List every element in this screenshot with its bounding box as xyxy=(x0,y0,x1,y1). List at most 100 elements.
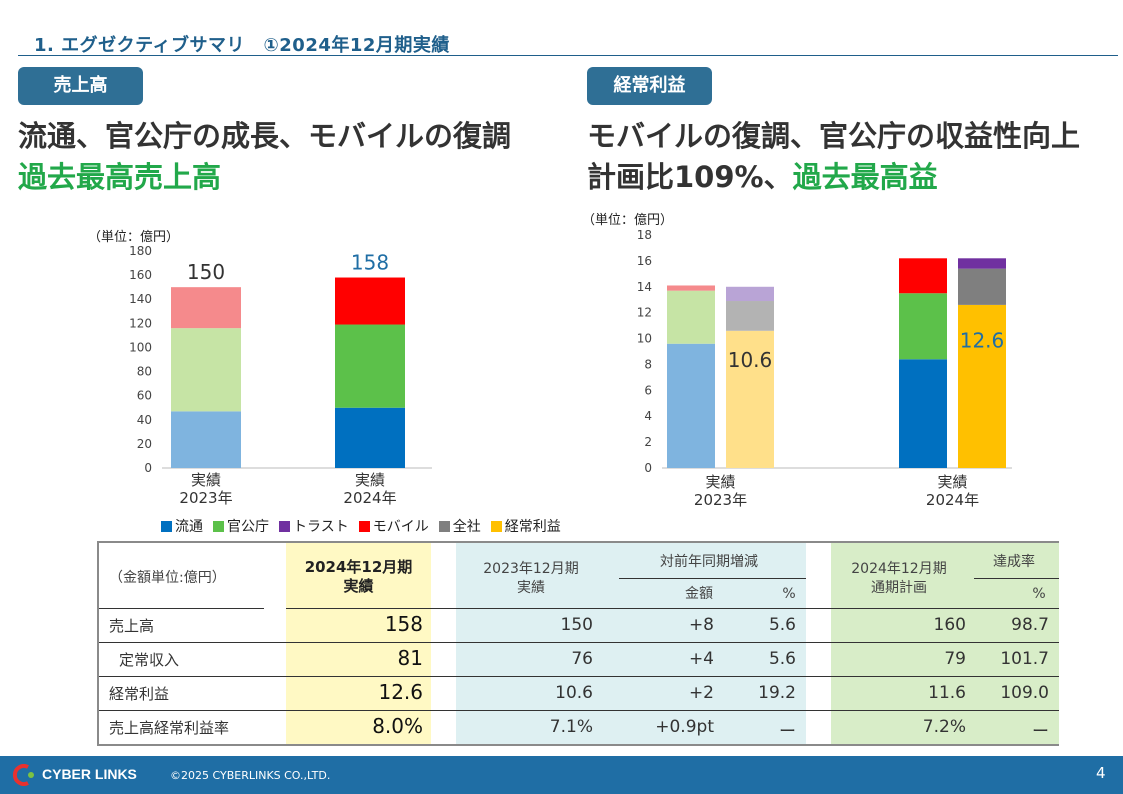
header-plan: 2024年12月期 通期計画 xyxy=(834,560,964,598)
sales-headline-line2: 過去最高売上高 xyxy=(18,160,222,194)
header-yoy-pct: % xyxy=(782,586,796,602)
header-2023-line1: 2023年12月期 xyxy=(483,561,579,577)
total-label: 150 xyxy=(187,260,225,284)
bar-1-1 xyxy=(335,324,405,408)
bar-segment xyxy=(899,293,947,360)
header-yoy-amount: 金額 xyxy=(685,586,713,602)
x-tick-label: 実績 xyxy=(355,471,385,489)
cell-plan: 7.2% xyxy=(922,717,966,737)
y-tick-label: 160 xyxy=(129,268,152,282)
bar-segment xyxy=(958,268,1006,305)
bar-segment xyxy=(958,304,1006,468)
legend-item: 経常利益 xyxy=(490,516,561,536)
header-2024-line1: 2024年12月期 xyxy=(304,558,413,576)
x-tick-label: 2024年 xyxy=(343,489,396,507)
bar-segment xyxy=(726,286,774,302)
y-tick-label: 14 xyxy=(637,280,652,294)
chart-legend: 流通 官公庁 トラスト モバイル 全社 経常利益 xyxy=(161,516,561,536)
y-tick-label: 10 xyxy=(637,332,652,346)
cell-plan: 79 xyxy=(944,649,966,669)
legend-label: モバイル xyxy=(372,519,429,535)
x-tick-label: 実績 xyxy=(191,471,221,489)
cell-yoy-amount: +4 xyxy=(688,649,714,669)
x-tick-label: 2023年 xyxy=(694,491,747,509)
cell-yoy-pct: 5.6 xyxy=(768,649,796,669)
legend-swatch xyxy=(213,520,224,532)
y-tick-label: 0 xyxy=(644,461,652,475)
bar-segment xyxy=(726,301,774,331)
profit-badge: 経常利益 xyxy=(587,67,712,105)
legend-swatch xyxy=(279,520,290,532)
legend-label: 全社 xyxy=(452,519,481,535)
header-2023-line2: 実績 xyxy=(517,580,545,596)
bar-segment xyxy=(667,290,715,344)
page-title: 1. エグゼクティブサマリ ①2024年12月期実績 xyxy=(34,35,450,56)
results-table: （金額単位:億円） 2024年12月期 実績 2023年12月期 実績 対前年同… xyxy=(97,541,1059,746)
x-tick-label: 実績 xyxy=(937,473,967,491)
legend-swatch xyxy=(490,520,502,532)
bar-1-0 xyxy=(171,328,241,412)
y-tick-label: 18 xyxy=(637,228,652,242)
bar-segment xyxy=(726,330,774,468)
legend-label: トラスト xyxy=(293,519,349,535)
cell-plan: 160 xyxy=(933,615,966,635)
sales-headline-line1: 流通、官公庁の成長、モバイルの復調 xyxy=(18,119,512,153)
bar-0-1 xyxy=(335,407,405,468)
bar-2-1 xyxy=(335,277,405,325)
profit-headline-line1: モバイルの復調、官公庁の収益性向上 xyxy=(587,119,1081,153)
y-tick-label: 4 xyxy=(644,409,652,423)
row-label: 定常収入 xyxy=(119,651,180,669)
y-tick-label: 6 xyxy=(644,383,652,397)
x-tick-label: 実績 xyxy=(705,473,735,491)
table-unit-label: （金額単位:億円） xyxy=(109,570,226,586)
y-tick-label: 100 xyxy=(129,340,152,354)
sales-badge: 売上高 xyxy=(18,67,143,105)
achieve-header-rule xyxy=(974,578,1059,579)
value-label: 12.6 xyxy=(960,329,1005,353)
bar-segment xyxy=(958,258,1006,269)
y-tick-label: 60 xyxy=(137,389,152,403)
y-tick-label: 8 xyxy=(644,357,652,371)
legend-swatch xyxy=(438,520,450,532)
header-2023-actual: 2023年12月期 実績 xyxy=(456,560,606,598)
y-tick-label: 20 xyxy=(137,437,152,451)
row-label: 経常利益 xyxy=(109,685,170,703)
y-tick-label: 40 xyxy=(137,413,152,427)
header-2024-actual: 2024年12月期 実績 xyxy=(286,558,431,596)
row-label: 売上高経常利益率 xyxy=(109,719,230,737)
header-achieve-pct: % xyxy=(1032,586,1046,602)
profit-unit-label: （単位：億円） xyxy=(582,213,674,228)
cell-achieve-rate: 101.7 xyxy=(1000,649,1049,669)
profit-headline-highlight: 過去最高益 xyxy=(792,160,938,194)
legend-item: 流通 xyxy=(161,516,203,536)
legend-label: 経常利益 xyxy=(504,519,561,535)
y-tick-label: 12 xyxy=(637,306,652,320)
bar-segment xyxy=(899,359,947,468)
legend-item: トラスト xyxy=(279,516,349,536)
profit-headline: モバイルの復調、官公庁の収益性向上 計画比109%、過去最高益 xyxy=(587,116,1080,198)
cell-achieve-rate: ー xyxy=(1032,722,1049,742)
bar-segment xyxy=(667,343,715,468)
cell-2023-actual: 76 xyxy=(571,649,593,669)
legend-item: モバイル xyxy=(358,516,429,536)
page-number: 4 xyxy=(1096,764,1106,782)
cell-2024-actual: 8.0% xyxy=(372,714,423,738)
cell-yoy-pct: ー xyxy=(779,722,796,742)
cell-2023-actual: 7.1% xyxy=(549,717,593,737)
y-tick-label: 0 xyxy=(144,461,152,475)
sales-chart: 020406080100120140160180150実績2023年158実績2… xyxy=(129,244,432,507)
legend-label: 流通 xyxy=(175,519,203,535)
header-plan-line2: 通期計画 xyxy=(871,580,927,596)
legend-swatch xyxy=(161,520,172,532)
row-label: 売上高 xyxy=(109,617,155,635)
y-tick-label: 80 xyxy=(137,365,152,379)
cell-yoy-amount: +2 xyxy=(688,683,714,703)
copyright: ©2025 CYBERLINKS CO.,LTD. xyxy=(170,769,331,782)
header-yoy: 対前年同期増減 xyxy=(660,554,758,570)
cell-achieve-rate: 109.0 xyxy=(1000,683,1049,703)
sales-headline: 流通、官公庁の成長、モバイルの復調 過去最高売上高 xyxy=(18,116,511,198)
header-achieve: 達成率 xyxy=(993,554,1035,570)
header-2024-line2: 実績 xyxy=(343,577,374,595)
cell-achieve-rate: 98.7 xyxy=(1011,615,1049,635)
